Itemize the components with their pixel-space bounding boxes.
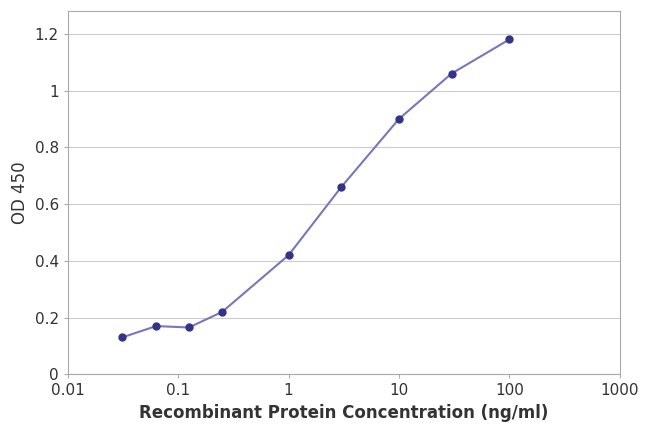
X-axis label: Recombinant Protein Concentration (ng/ml): Recombinant Protein Concentration (ng/ml… <box>139 404 549 422</box>
Y-axis label: OD 450: OD 450 <box>11 162 29 224</box>
